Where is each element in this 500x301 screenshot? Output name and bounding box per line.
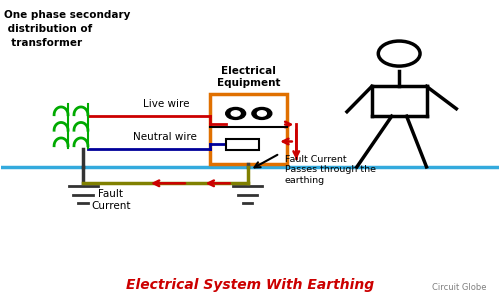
Text: Neutral wire: Neutral wire [133, 132, 197, 141]
Text: Fault Current
Passes through the
earthing: Fault Current Passes through the earthin… [285, 155, 376, 185]
Bar [210, 94, 288, 164]
Circle shape [258, 111, 266, 116]
Text: Circuit Globe: Circuit Globe [432, 283, 486, 292]
Text: One phase secondary
 distribution of
  transformer: One phase secondary distribution of tran… [4, 10, 130, 48]
Circle shape [226, 107, 246, 119]
Text: Fault
Current: Fault Current [91, 189, 130, 211]
Bar [226, 139, 259, 150]
Circle shape [231, 111, 240, 116]
Text: Electrical System With Earthing: Electrical System With Earthing [126, 278, 374, 292]
Circle shape [252, 107, 272, 119]
Text: Electrical
Equipment: Electrical Equipment [217, 66, 280, 88]
Text: Live wire: Live wire [143, 99, 190, 109]
